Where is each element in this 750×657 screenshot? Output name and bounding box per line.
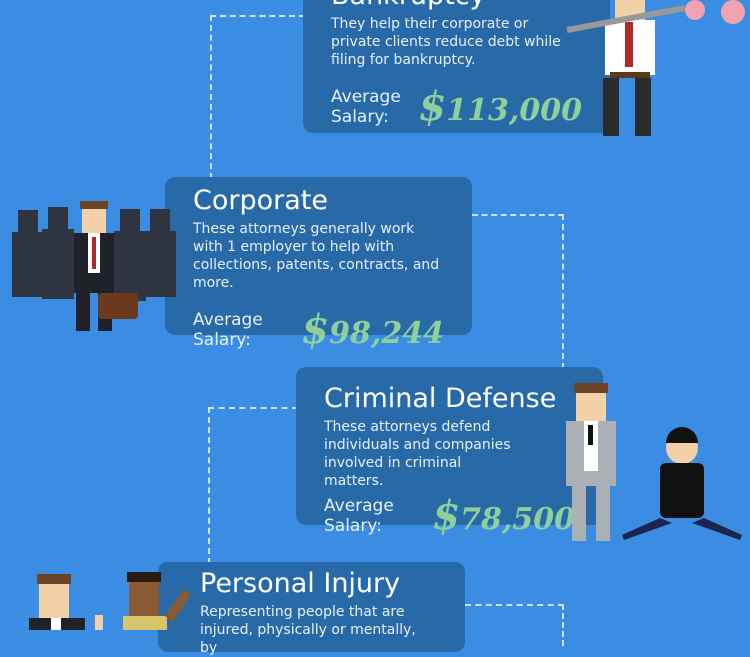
salary-row: Average Salary: $113,000 (331, 83, 582, 130)
salary-amount: 113,000 (446, 93, 582, 128)
card-title: Criminal Defense (324, 383, 557, 414)
connector (472, 214, 564, 369)
salary-value: $98,244 (301, 306, 444, 353)
salary-label: Average Salary: (193, 309, 263, 350)
personal-injury-illustration (29, 572, 191, 630)
salary-value: $78,500 (432, 492, 575, 539)
salary-amount: 98,244 (329, 316, 444, 351)
card-description: Representing people that are injured, ph… (200, 604, 416, 656)
card-personal-injury: Personal Injury Representing people that… (158, 562, 465, 656)
salary-label: Average Salary: (324, 495, 394, 536)
criminal-defense-illustration (566, 383, 742, 541)
currency-symbol: $ (418, 83, 447, 130)
bankruptcy-lawyer-illustration (566, 0, 745, 136)
card-corporate: Corporate These attorneys generally work… (165, 177, 472, 353)
card-title: Bankruptcy (331, 0, 582, 12)
salary-value: $113,000 (418, 83, 582, 130)
card-description: They help their corporate or private cli… (331, 16, 561, 68)
connector (210, 15, 305, 179)
salary-amount: 78,500 (460, 502, 575, 537)
salary-row: Average Salary: $78,500 (324, 492, 575, 539)
card-title: Corporate (193, 185, 328, 216)
card-criminal-defense: Criminal Defense These attorneys defend … (296, 367, 603, 539)
salary-label: Average Salary: (331, 86, 401, 127)
card-description: These attorneys defend individuals and c… (324, 419, 511, 489)
card-title: Personal Injury (200, 568, 401, 599)
corporate-lawyer-illustration (12, 201, 176, 331)
card-description: These attorneys generally work with 1 em… (193, 221, 440, 291)
currency-symbol: $ (301, 306, 330, 353)
card-bankruptcy: Bankruptcy They help their corporate or … (303, 0, 610, 133)
connector (465, 604, 564, 646)
connector (208, 407, 298, 564)
salary-row: Average Salary: $98,244 (193, 306, 444, 353)
currency-symbol: $ (432, 492, 461, 539)
